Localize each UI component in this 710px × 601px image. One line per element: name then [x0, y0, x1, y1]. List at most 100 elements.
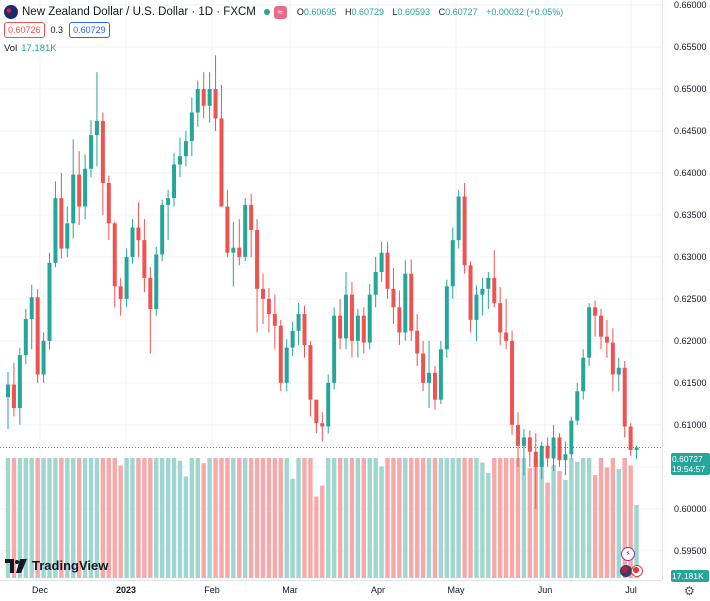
volume-bar [486, 472, 491, 578]
symbol-title[interactable]: New Zealand Dollar / U.S. Dollar · 1D · … [22, 6, 256, 18]
volume-bar [35, 458, 40, 578]
volume-bar [575, 461, 580, 578]
volume-bar [94, 458, 100, 578]
candle-body [391, 288, 396, 308]
sell-button[interactable]: 0.60726 [4, 22, 45, 38]
tradingview-logo[interactable]: TradingView [5, 558, 108, 573]
candle [533, 433, 538, 509]
candle [53, 181, 58, 267]
volume-bar [148, 458, 153, 578]
volume-bar [23, 458, 28, 578]
volume-bar [254, 458, 260, 578]
volume-bar [11, 458, 17, 578]
event-flag-icon[interactable] [631, 565, 643, 577]
candle [166, 189, 171, 241]
candle [136, 202, 141, 257]
candle [634, 445, 639, 460]
candle [379, 241, 384, 283]
candle-body [628, 426, 633, 451]
candle [6, 371, 10, 430]
volume-bar [183, 476, 189, 578]
candle-body [604, 336, 609, 343]
candle-body [207, 88, 212, 106]
candle [11, 362, 16, 417]
candle-body [486, 277, 491, 289]
volume-bar [438, 458, 444, 578]
candle [563, 441, 568, 476]
volume-bar [219, 458, 224, 578]
gear-icon[interactable]: ⚙ [684, 584, 695, 598]
candle-body [326, 382, 331, 427]
candle-body [100, 120, 105, 184]
candle [278, 319, 283, 392]
candle [456, 189, 461, 249]
candle-body [599, 315, 603, 337]
volume-bar [308, 458, 313, 578]
status-badge[interactable]: ≈ [273, 5, 287, 19]
candle-body [361, 315, 366, 343]
candle-body [195, 88, 200, 113]
volume-bar [159, 458, 165, 578]
candle-body [243, 204, 248, 257]
candle-body [593, 307, 598, 316]
lightning-event-icon[interactable]: ⚡ [621, 547, 635, 561]
volume-bar [243, 458, 248, 578]
candle [504, 298, 509, 350]
candle-body [397, 307, 402, 333]
candle [510, 330, 515, 435]
candle [41, 332, 46, 383]
buy-button[interactable]: 0.60729 [69, 22, 110, 38]
candle-body [616, 367, 621, 375]
candle [610, 328, 615, 392]
candle-body [456, 196, 461, 241]
volume-bar [557, 471, 562, 578]
candle [94, 72, 99, 167]
candle [367, 283, 372, 350]
volume-bar [545, 482, 550, 578]
candle [539, 441, 544, 480]
candle [260, 273, 265, 325]
candle [100, 112, 105, 215]
price-tick-label: 0.64500 [674, 125, 707, 136]
candle [361, 307, 366, 354]
candle-body [166, 198, 171, 205]
volume-bar [569, 458, 574, 578]
candle [593, 300, 598, 337]
candle [65, 206, 70, 257]
volume-bar [622, 458, 627, 578]
candle [326, 374, 331, 434]
candle-body [130, 227, 135, 257]
candle [296, 303, 301, 346]
candle [183, 130, 188, 167]
time-tick-label: 2023 [115, 585, 137, 595]
volume-legend: Vol 17.181K [4, 43, 57, 54]
price-tick-label: 0.63000 [674, 251, 707, 262]
candle-body [320, 423, 325, 427]
candle-body [266, 298, 271, 315]
volume-bar [610, 458, 616, 578]
candle [272, 294, 277, 350]
volume-bar [189, 458, 195, 578]
candle-body [189, 112, 194, 142]
volume-bar [450, 458, 455, 578]
volume-bar [462, 458, 467, 578]
volume-bar [326, 458, 331, 578]
candle-body [557, 437, 562, 461]
candle [581, 349, 586, 400]
volume-bar [154, 458, 159, 578]
ohlc-values: O0.60695 H0.60729 L0.60593 C0.60727 +0.0… [296, 7, 564, 17]
candle-body [59, 198, 64, 249]
candle-body [385, 252, 390, 289]
price-tick-label: 0.60000 [674, 503, 707, 514]
us-event-icon[interactable] [620, 565, 632, 577]
price-axis[interactable] [662, 0, 710, 580]
candle-body [355, 315, 360, 341]
time-axis[interactable] [0, 580, 662, 601]
volume-bar [604, 467, 610, 578]
volume-bar [361, 458, 366, 578]
candle [47, 252, 52, 350]
candle-body [124, 256, 129, 299]
candle [397, 290, 402, 346]
time-tick-label: Jun [537, 585, 553, 595]
